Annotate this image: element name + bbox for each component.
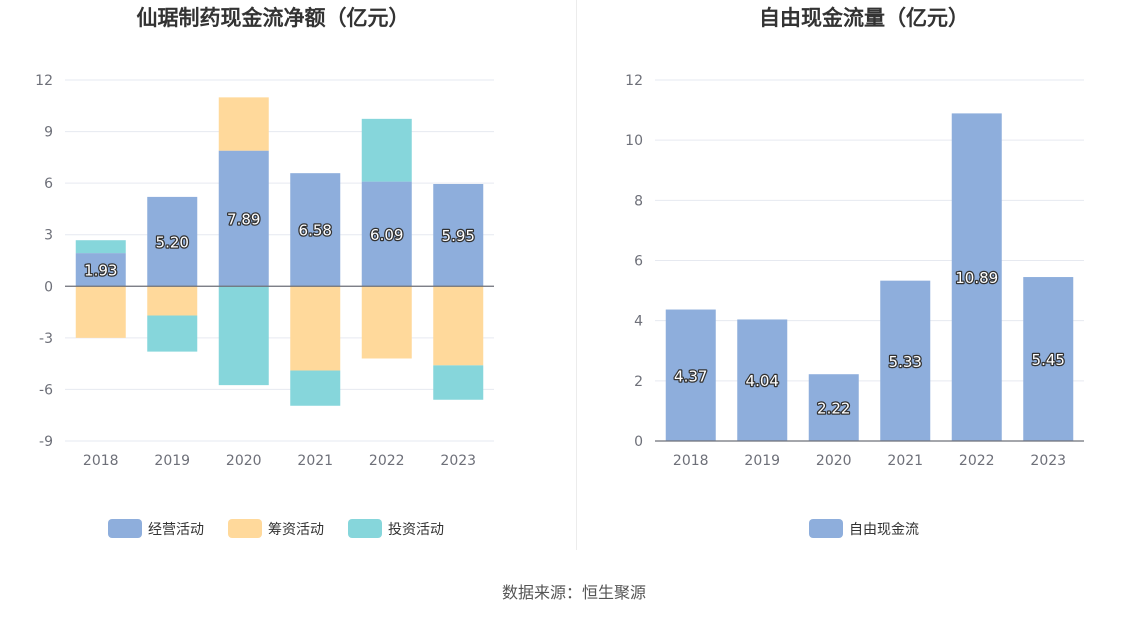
x-tick-label: 2020 [816,453,852,469]
bar-筹资活动 [218,97,269,151]
y-tick-label: -3 [39,331,53,347]
x-tick-label: 2023 [440,453,476,469]
bar-data-label: 7.89 [227,210,260,228]
legend-swatch [809,519,843,538]
bar-自由现金流 [951,113,1002,441]
x-tick-label: 2023 [1030,453,1066,469]
x-tick-label: 2019 [744,453,780,469]
y-tick-label: 3 [44,228,53,244]
bar-投资活动 [218,286,269,386]
legend-swatch [228,519,262,538]
x-tick-label: 2018 [83,453,119,469]
bar-data-label: 5.95 [442,227,475,245]
legend-label: 投资活动 [388,522,444,538]
bar-data-label: 5.20 [156,234,189,252]
bar-data-label: 10.89 [955,269,998,287]
x-tick-label: 2019 [154,453,190,469]
bar-筹资活动 [290,286,341,371]
x-tick-label: 2022 [959,453,995,469]
bar-data-label: 2.22 [817,400,850,418]
chart-title-free-cash-flow: 自由现金流量（亿元） [759,6,969,30]
cash-flow-chart: 12 9 6 3 0 -3 -6 -9 2018 2019 2020 2021 2022 2023 1.93… [35,73,494,538]
bar-投资活动 [290,370,341,406]
data-source-text: 数据来源：恒生聚源 [502,583,646,602]
legend-swatch [108,519,142,538]
y-tick-label: 10 [625,133,643,149]
bar-筹资活动 [361,286,412,359]
free-cash-flow-chart: 12 10 8 6 4 2 0 2018 2019 2020 2021 2022 2023 4.37 4.0… [625,73,1084,538]
bar-data-label: 6.09 [370,226,403,244]
y-tick-label: -9 [39,434,53,450]
bar-自由现金流 [1023,277,1074,441]
y-tick-label: 12 [625,73,643,89]
bar-data-label: 1.93 [84,262,117,280]
x-tick-label: 2021 [297,453,333,469]
bar-自由现金流 [737,319,788,441]
legend-label: 筹资活动 [268,521,324,538]
x-tick-label: 2022 [369,453,405,469]
chart-title-cash-flow: 仙琚制药现金流净额（亿元） [137,6,410,30]
bar-经营活动 [218,150,269,287]
y-tick-label: 6 [44,176,53,192]
y-tick-label: 0 [634,434,643,450]
bar-筹资活动 [147,286,198,316]
y-tick-label: 8 [634,193,643,209]
bar-data-label: 5.33 [889,353,922,371]
bar-经营活动 [75,253,126,287]
bar-投资活动 [147,315,198,352]
bar-投资活动 [433,365,484,400]
legend-label: 经营活动 [148,522,204,538]
y-tick-label: 6 [634,254,643,270]
y-tick-label: -6 [39,382,53,398]
y-tick-label: 4 [634,314,643,330]
bar-data-label: 6.58 [299,222,332,240]
bar-自由现金流 [880,280,931,441]
bar-经营活动 [361,181,412,287]
y-tick-label: 0 [44,279,53,295]
bar-data-label: 4.04 [746,372,779,390]
x-tick-label: 2021 [887,453,923,469]
legend-label: 自由现金流 [849,522,919,538]
bar-筹资活动 [75,286,126,338]
y-tick-label: 2 [634,374,643,390]
legend-swatch [348,519,382,538]
bar-经营活动 [147,196,198,287]
bar-自由现金流 [665,309,716,441]
bar-经营活动 [433,184,484,287]
x-tick-label: 2018 [673,453,709,469]
bar-data-label: 4.37 [674,367,707,385]
bar-自由现金流 [808,374,859,441]
bar-筹资活动 [433,286,484,366]
bar-经营活动 [290,173,341,287]
bar-投资活动 [361,118,412,182]
x-tick-label: 2020 [226,453,262,469]
y-tick-label: 9 [44,125,53,141]
bar-投资活动 [75,240,126,254]
y-tick-label: 12 [35,73,53,89]
bar-data-label: 5.45 [1032,351,1065,369]
